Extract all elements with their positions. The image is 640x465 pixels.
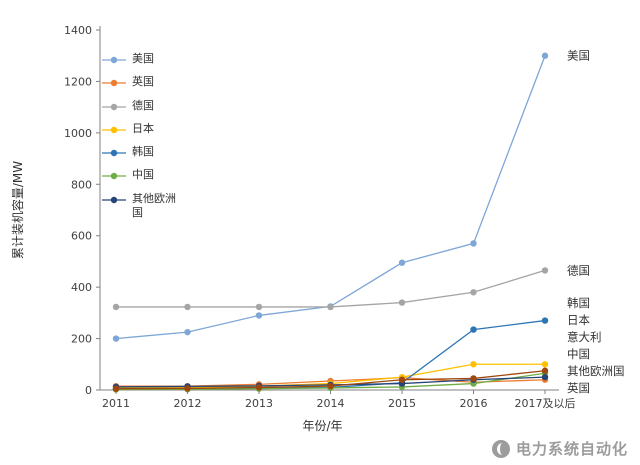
data-point-marker: [541, 367, 549, 374]
series-line: [115, 55, 546, 340]
legend-label: 美国: [132, 52, 154, 65]
data-point-marker: [470, 289, 477, 296]
watermark: 电力系统自动化: [491, 438, 628, 459]
data-point-marker: [470, 326, 477, 333]
legend-label: 日本: [132, 121, 154, 135]
x-tick-label: 2015: [388, 397, 416, 410]
x-tick-label: 2012: [174, 397, 202, 410]
series-end-label: 中国: [567, 347, 590, 361]
legend-item: 英国: [102, 75, 176, 89]
data-point-marker: [470, 361, 477, 368]
data-point-marker: [541, 267, 549, 274]
data-point-marker: [541, 373, 549, 381]
data-point-marker: [541, 317, 549, 324]
legend-marker-icon: [102, 149, 126, 157]
data-point-marker: [112, 303, 120, 311]
legend-item: 美国: [102, 52, 176, 66]
data-point-marker: [470, 375, 477, 382]
y-tick-label: 1000: [64, 127, 92, 140]
data-point-marker: [398, 376, 406, 383]
series-end-label: 其他欧洲国: [567, 364, 625, 378]
x-tick-label: 2016: [460, 397, 488, 410]
legend-label: 其他欧洲国: [132, 191, 176, 220]
y-tick-label: 400: [71, 281, 92, 294]
legend-item: 中国: [102, 168, 176, 182]
series-end-label: 意大利: [567, 330, 602, 344]
legend-item: 其他欧洲国: [102, 192, 176, 221]
x-axis-title: 年份/年: [302, 419, 342, 433]
data-point-marker: [184, 385, 191, 392]
legend-marker-icon: [102, 80, 126, 87]
data-point-marker: [327, 382, 334, 390]
data-point-marker: [255, 384, 263, 391]
data-point-marker: [112, 335, 120, 342]
x-tick-label: 2017及以后: [515, 397, 576, 410]
y-tick-label: 1400: [64, 24, 92, 37]
series-line: [116, 269, 546, 308]
data-point-marker: [327, 303, 334, 311]
series-end-label: 美国: [567, 49, 590, 63]
data-point-marker: [184, 303, 191, 311]
watermark-text: 电力系统自动化: [515, 440, 628, 458]
x-tick-label: 2014: [317, 397, 345, 410]
y-tick-label: 800: [71, 178, 92, 191]
x-tick-label: 2013: [245, 397, 273, 410]
y-axis-title: 累计装机容量/MW: [10, 161, 25, 259]
y-tick-label: 1200: [64, 75, 92, 88]
data-point-marker: [255, 303, 263, 311]
chart-legend: 美国英国德国日本韩国中国其他欧洲国: [102, 52, 176, 229]
legend-label: 英国: [132, 75, 154, 89]
data-point-marker: [541, 361, 549, 368]
legend-marker-icon: [102, 173, 126, 180]
data-point-marker: [255, 312, 263, 319]
legend-item: 德国: [102, 99, 176, 113]
legend-marker-icon: [102, 103, 126, 110]
legend-label: 德国: [132, 98, 154, 112]
series-end-label: 日本: [567, 313, 590, 327]
series-end-label: 英国: [567, 381, 590, 395]
y-tick-label: 0: [85, 384, 92, 397]
legend-marker-icon: [102, 126, 126, 134]
data-point-marker: [112, 385, 120, 392]
data-point-marker: [398, 299, 406, 306]
series-end-label: 韩国: [567, 296, 590, 310]
series-end-label: 德国: [567, 263, 590, 277]
data-point-marker: [470, 240, 477, 247]
data-point-marker: [184, 328, 191, 336]
legend-marker-icon: [102, 56, 126, 64]
legend-item: 日本: [102, 122, 176, 136]
x-tick-label: 2011: [102, 397, 130, 410]
data-point-marker: [541, 52, 549, 59]
legend-marker-icon: [102, 196, 126, 203]
y-tick-label: 200: [71, 333, 92, 346]
power-systems-logo-icon: [491, 439, 510, 458]
legend-label: 韩国: [132, 145, 154, 159]
data-point-marker: [398, 259, 406, 266]
legend-item: 韩国: [102, 145, 176, 159]
legend-label: 中国: [132, 168, 154, 182]
y-tick-label: 600: [71, 230, 92, 243]
